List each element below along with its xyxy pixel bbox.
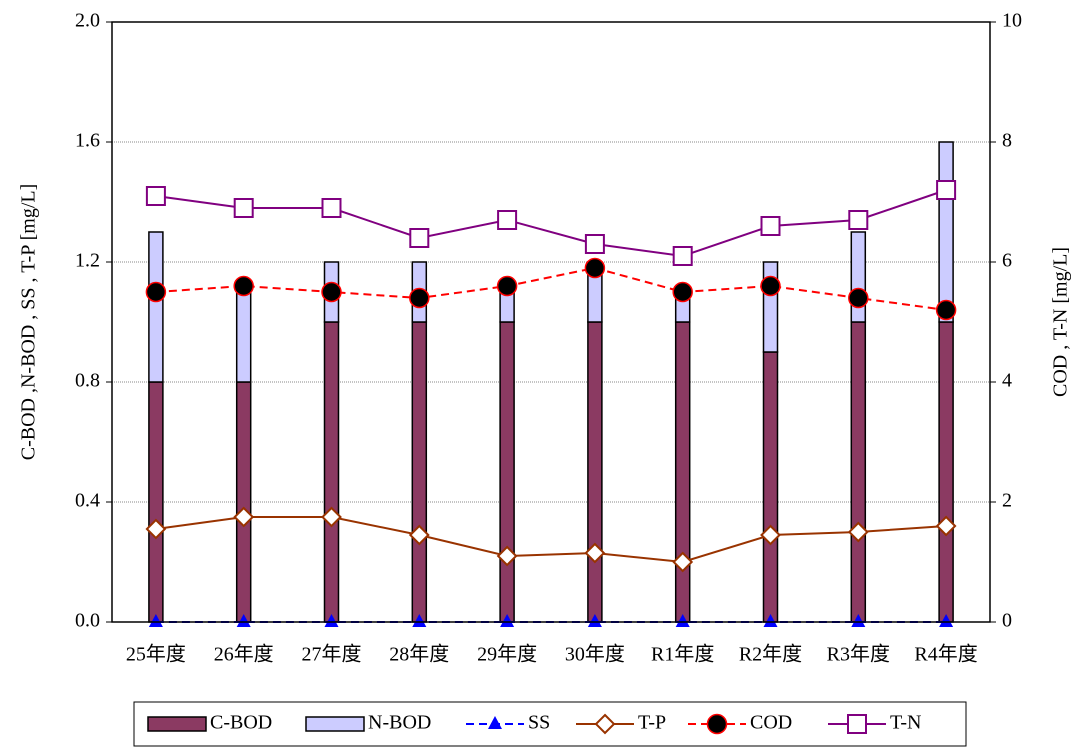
marker <box>848 287 869 309</box>
x-tick-label: 30年度 <box>565 643 625 666</box>
line <box>155 266 947 311</box>
y-tick-label: 0.8 <box>75 370 100 392</box>
x-tick-label: 27年度 <box>302 643 362 666</box>
marker <box>497 210 518 230</box>
marker <box>584 257 606 279</box>
marker <box>763 614 778 627</box>
bar <box>323 321 340 623</box>
marker <box>760 216 781 236</box>
marker <box>321 198 342 218</box>
y-tick-label: 1.2 <box>75 250 100 272</box>
legend-swatch <box>147 716 207 732</box>
marker <box>321 281 342 303</box>
marker <box>145 281 167 303</box>
legend-marker <box>847 714 867 734</box>
bar <box>762 261 779 353</box>
marker <box>321 506 342 528</box>
x-tick-label: R2年度 <box>739 643 802 666</box>
marker <box>236 614 251 627</box>
bar <box>674 321 691 623</box>
y2-tick-label: 4 <box>1002 370 1012 392</box>
y-tick-label: 0.4 <box>75 490 100 512</box>
bar <box>235 381 252 623</box>
marker <box>675 614 690 627</box>
marker <box>760 524 781 546</box>
legend-swatch <box>305 716 365 732</box>
marker <box>409 228 430 248</box>
x-tick-label: 29年度 <box>477 643 537 666</box>
legend-label: SS <box>528 712 550 734</box>
marker <box>145 518 167 540</box>
y2-tick-label: 6 <box>1002 250 1012 272</box>
bar <box>235 291 252 383</box>
marker <box>672 246 693 266</box>
y-tick-label: 2.0 <box>75 10 100 32</box>
marker <box>847 521 869 543</box>
marker <box>851 614 866 627</box>
marker <box>145 186 166 206</box>
legend-box <box>133 701 967 747</box>
legend-marker <box>488 716 502 729</box>
marker <box>935 299 957 321</box>
marker <box>324 614 339 627</box>
marker <box>936 180 957 200</box>
marker <box>233 275 254 297</box>
legend-label: C-BOD <box>210 712 272 734</box>
bar <box>587 321 603 623</box>
y2-axis-title: COD , T-N [mg/L] <box>1050 247 1072 397</box>
y-axis-title: C-BOD ,N-BOD , SS , T-P [mg/L] <box>18 184 40 461</box>
marker <box>584 234 605 254</box>
legend-label: T-N <box>890 712 921 734</box>
marker <box>935 515 957 537</box>
y-tick-label: 1.6 <box>75 130 100 152</box>
bar <box>938 141 954 323</box>
y2-tick-label: 0 <box>1002 610 1012 632</box>
marker <box>233 506 255 528</box>
legend-marker <box>706 713 728 735</box>
bar <box>148 381 164 623</box>
marker <box>584 542 606 564</box>
y2-tick-label: 8 <box>1002 130 1012 152</box>
legend-label: N-BOD <box>368 712 431 734</box>
x-tick-label: 25年度 <box>126 643 186 666</box>
bar <box>499 321 515 623</box>
legend-label: T-P <box>638 712 666 734</box>
line <box>155 189 947 258</box>
marker <box>409 287 430 309</box>
x-tick-label: R3年度 <box>827 643 890 666</box>
marker <box>148 614 163 627</box>
marker <box>672 281 693 303</box>
marker <box>233 198 254 218</box>
bar <box>499 291 515 323</box>
x-tick-label: 28年度 <box>389 643 449 666</box>
marker <box>408 524 430 546</box>
bar <box>762 351 779 623</box>
marker <box>848 210 869 230</box>
marker <box>496 545 518 567</box>
bar <box>148 231 164 383</box>
line <box>155 516 947 564</box>
bar <box>938 321 954 623</box>
marker <box>412 614 427 627</box>
legend-marker <box>594 713 616 735</box>
y2-tick-label: 10 <box>1002 10 1022 32</box>
bar <box>850 321 867 623</box>
y2-tick-label: 2 <box>1002 490 1012 512</box>
marker <box>672 551 694 573</box>
bar <box>850 231 867 323</box>
marker <box>939 614 954 627</box>
plot-frame <box>111 21 991 623</box>
x-tick-label: R1年度 <box>651 643 714 666</box>
y-tick-label: 0.0 <box>75 610 100 632</box>
x-tick-label: R4年度 <box>914 643 977 666</box>
bar <box>411 321 428 623</box>
marker <box>500 614 515 627</box>
marker <box>760 275 781 297</box>
marker <box>496 275 518 297</box>
x-tick-label: 26年度 <box>214 643 274 666</box>
legend-label: COD <box>750 712 792 734</box>
marker <box>587 614 602 627</box>
